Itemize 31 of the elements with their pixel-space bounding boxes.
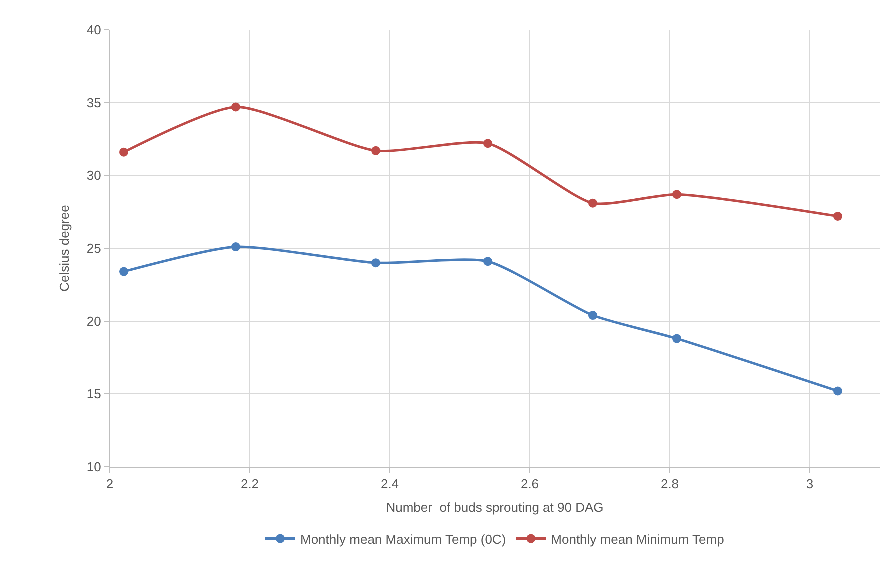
y-tick-label: 25 (86, 241, 102, 256)
x-tick-label: 2.8 (660, 476, 680, 492)
x-tick-label: 2.2 (240, 476, 260, 492)
x-tick-label: 2 (106, 476, 114, 492)
point (672, 190, 682, 200)
y-tick-label: 15 (86, 386, 102, 402)
point (484, 139, 492, 148)
y-axis-title: Celsius degree (56, 205, 72, 292)
point (372, 146, 380, 156)
y-tick-label: 35 (86, 95, 102, 110)
y-tick-label: 40 (86, 22, 102, 38)
x-axis-title: Number of buds sprouting at 90 DAG (386, 500, 604, 516)
point (834, 386, 842, 396)
point (672, 334, 682, 344)
x-tick-label: 2.4 (380, 476, 400, 492)
y-tick-label: 20 (86, 314, 102, 329)
x-tick-label: 3 (806, 476, 814, 492)
point (834, 212, 842, 221)
point (120, 148, 128, 157)
point (120, 267, 128, 276)
y-tick-label: 30 (86, 168, 102, 184)
point (232, 102, 240, 112)
legend-label: Monthly mean Maximum Temp (0C) (300, 532, 506, 547)
legend-label: Monthly mean Minimum Temp (551, 532, 724, 547)
point (588, 198, 598, 208)
point (232, 242, 240, 252)
point (372, 258, 380, 268)
x-tick-label: 2.6 (520, 476, 540, 492)
point (588, 311, 598, 320)
point (484, 257, 492, 266)
y-tick-label: 10 (86, 460, 102, 475)
